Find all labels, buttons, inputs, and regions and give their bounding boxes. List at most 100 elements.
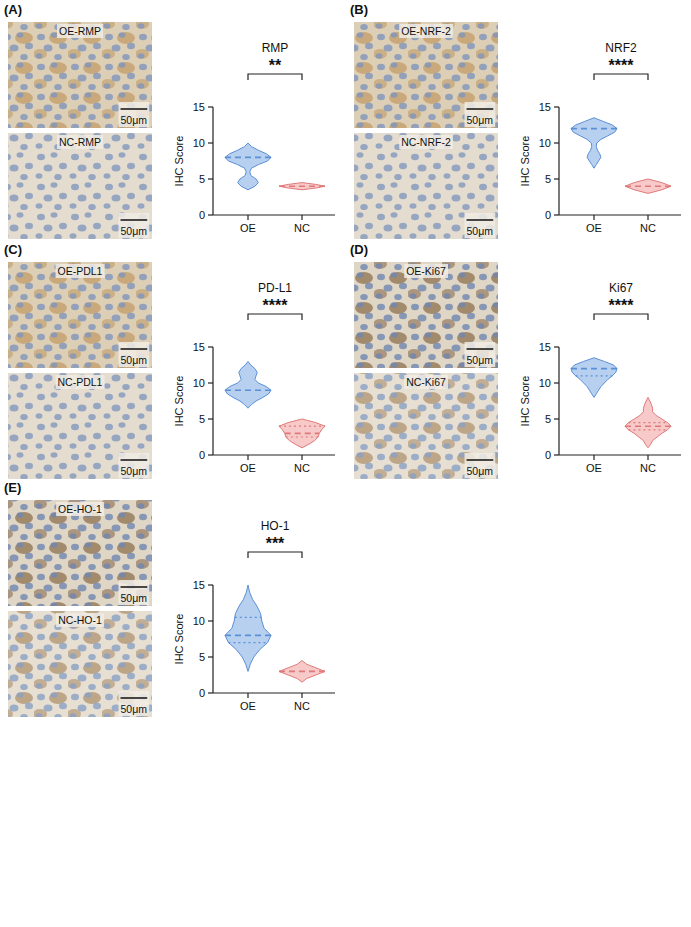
y-tick-label: 5	[199, 173, 205, 185]
scale-bar	[121, 108, 148, 110]
significance-bracket	[594, 74, 648, 80]
scale-bar	[121, 348, 148, 350]
y-axis-title: IHC Score	[173, 614, 185, 665]
median-line	[225, 157, 271, 159]
figure: (A)OE-RMP50μmNC-RMP50μm051015IHC ScoreRM…	[0, 0, 691, 927]
x-axis	[559, 454, 681, 455]
y-axis-title: IHC Score	[519, 376, 531, 427]
violin	[279, 183, 325, 190]
scale-bar-label: 50μm	[467, 465, 494, 477]
significance: ****	[609, 57, 635, 74]
micrograph	[354, 373, 498, 479]
y-tick	[208, 346, 213, 347]
significance: ****	[609, 297, 635, 314]
y-tick	[208, 454, 213, 455]
scale-bar	[467, 108, 494, 110]
x-tick	[247, 693, 248, 698]
panel: (E)OE-HO-150μmNC-HO-150μm051015IHC Score…	[4, 480, 335, 717]
panel: (B)OE-NRF-250μmNC-NRF-250μm051015IHC Sco…	[350, 2, 681, 239]
scale-bar	[121, 697, 148, 699]
q1-line	[628, 429, 667, 430]
violins	[225, 361, 325, 447]
image-label: NC-NRF-2	[401, 136, 451, 148]
label-ground	[57, 135, 103, 149]
violins	[225, 143, 325, 190]
image-label: OE-RMP	[59, 25, 101, 37]
median-line	[625, 185, 671, 187]
title: HO-1	[261, 519, 290, 533]
scale-bar-label: 50μm	[467, 225, 494, 237]
micrograph	[8, 611, 152, 717]
x-tick-label: OE	[240, 700, 256, 712]
q3-line	[235, 617, 261, 618]
x-tick-label: NC	[294, 700, 310, 712]
y-tick	[554, 142, 559, 143]
y-tick	[554, 346, 559, 347]
median-line	[225, 389, 271, 391]
y-axis	[212, 347, 213, 455]
scale-bar-label: 50μm	[121, 354, 148, 366]
scale-bar	[467, 219, 494, 221]
y-axis-title: IHC Score	[519, 136, 531, 187]
median-line	[279, 185, 325, 187]
x-axis	[213, 454, 335, 455]
x-tick	[593, 215, 594, 220]
x-tick-label: NC	[294, 222, 310, 234]
title: NRF2	[605, 41, 637, 55]
x-tick-label: NC	[294, 462, 310, 474]
y-axis-title: IHC Score	[173, 136, 185, 187]
x-axis	[213, 214, 335, 215]
y-tick-label: 15	[539, 341, 551, 353]
panel-label: (A)	[4, 2, 22, 17]
y-tick	[208, 584, 213, 585]
y-tick	[208, 656, 213, 657]
significance-bracket	[594, 314, 648, 320]
y-tick	[208, 214, 213, 215]
scale-bar	[121, 219, 148, 221]
significance-bracket	[248, 552, 302, 558]
significance-bracket	[248, 314, 302, 320]
violin	[225, 143, 271, 190]
label-ground	[119, 691, 150, 716]
image-label: NC-PDL1	[58, 376, 103, 388]
micrograph	[8, 373, 152, 479]
x-axis	[213, 692, 335, 693]
title: PD-L1	[258, 281, 292, 295]
y-tick	[208, 620, 213, 621]
y-tick-label: 15	[539, 101, 551, 113]
violin	[625, 397, 671, 447]
y-tick	[554, 106, 559, 107]
y-tick-label: 15	[193, 101, 205, 113]
micrograph	[8, 22, 152, 128]
x-tick	[247, 215, 248, 220]
image-label: NC-RMP	[59, 136, 101, 148]
median-line	[279, 671, 325, 673]
violin	[279, 661, 325, 683]
significance: ***	[266, 535, 285, 552]
x-tick	[647, 455, 648, 460]
x-tick	[647, 215, 648, 220]
y-axis	[212, 585, 213, 693]
label-ground	[56, 613, 104, 627]
label-ground	[399, 135, 453, 149]
y-tick	[208, 418, 213, 419]
y-tick	[208, 106, 213, 107]
y-tick-label: 5	[199, 413, 205, 425]
image-label: NC-HO-1	[58, 614, 102, 626]
micrograph	[8, 500, 152, 606]
violin	[571, 118, 617, 168]
label-ground	[119, 102, 150, 127]
scale-bar	[467, 459, 494, 461]
q1-line	[286, 436, 318, 437]
label-ground	[56, 375, 105, 389]
y-tick	[554, 178, 559, 179]
significance: ****	[263, 297, 289, 314]
scale-bar-label: 50μm	[467, 354, 494, 366]
panel-label: (D)	[350, 242, 368, 257]
x-tick	[593, 455, 594, 460]
q3-line	[279, 426, 325, 427]
x-tick-label: NC	[640, 462, 656, 474]
median-line	[285, 433, 320, 435]
micrograph	[354, 22, 498, 128]
median-line	[225, 635, 271, 637]
